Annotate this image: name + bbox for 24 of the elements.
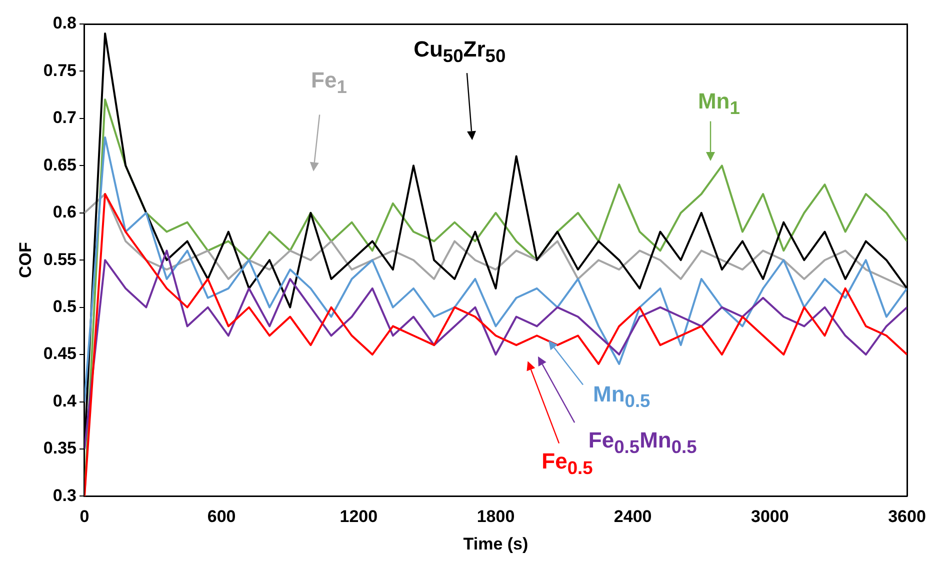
- y-axis-title: COF: [16, 242, 35, 278]
- text: Mn$_{1}$: [698, 88, 740, 118]
- y-tick-label: 0.55: [43, 250, 76, 269]
- x-tick-label: 600: [207, 507, 236, 526]
- y-tick-label: 0.6: [52, 202, 76, 222]
- x-tick-label: 3600: [888, 507, 926, 526]
- y-tick-label: 0.4: [52, 391, 78, 410]
- y-tick-label: 0.3: [52, 486, 76, 505]
- series-label: Mn$_{0.5}$: [593, 382, 650, 412]
- text: Cu$_{50}$Zr$_{50}$: [414, 36, 506, 66]
- x-tick-label: 1200: [340, 507, 378, 526]
- y-tick-label: 0.5: [52, 297, 76, 316]
- y-tick-label: 0.8: [52, 14, 76, 33]
- x-tick-label: 3000: [751, 507, 789, 526]
- x-tick-label: 2400: [614, 507, 652, 526]
- y-tick-label: 0.75: [43, 60, 76, 80]
- x-axis-title: Time (s): [463, 534, 528, 554]
- x-tick-label: 0: [80, 507, 90, 526]
- y-tick-label: 0.7: [52, 108, 76, 128]
- y-tick-label: 0.45: [43, 344, 76, 364]
- x-tick-label: 1800: [476, 507, 515, 526]
- y-tick-label: 0.35: [43, 438, 76, 458]
- y-tick-label: 0.65: [43, 155, 76, 174]
- text: Fe$_{1}$: [311, 68, 347, 98]
